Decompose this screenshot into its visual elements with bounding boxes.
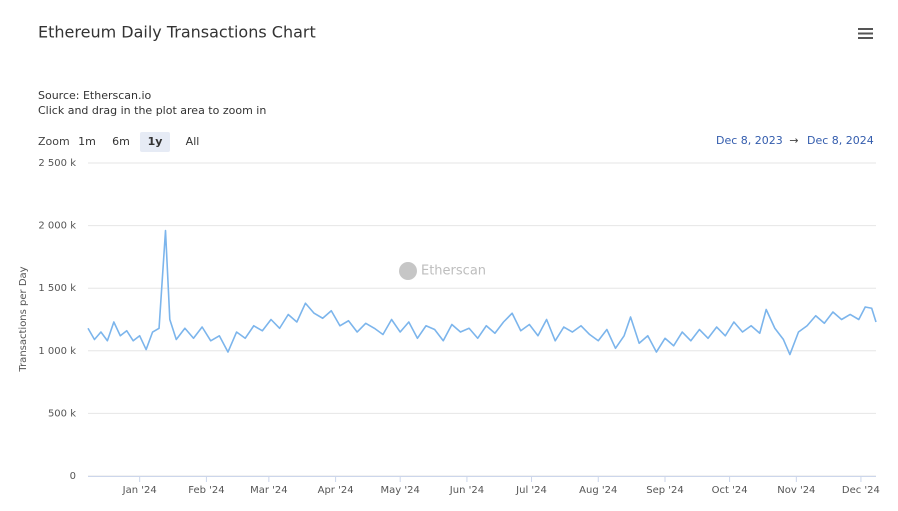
x-tick-label: Jan '24 (122, 485, 157, 496)
x-tick-label: May '24 (381, 485, 420, 496)
x-tick-label: Oct '24 (712, 485, 748, 496)
y-axis-label: Transactions per Day (18, 266, 29, 372)
menu-button[interactable] (858, 28, 873, 39)
zoom-button[interactable]: All (186, 135, 200, 148)
x-tick-label: Aug '24 (579, 485, 617, 496)
x-tick-label: Apr '24 (318, 485, 354, 496)
range-from[interactable]: Dec 8, 2023 (716, 134, 783, 147)
note: Click and drag in the plot area to zoom … (38, 104, 266, 117)
zoom-button[interactable]: 6m (112, 135, 130, 148)
zoom-button-bg (140, 132, 170, 152)
x-tick-label: Jun '24 (449, 485, 484, 496)
watermark: Etherscan (399, 262, 486, 280)
x-tick-label: Sep '24 (646, 485, 684, 496)
chart-title: Ethereum Daily Transactions Chart (38, 23, 316, 42)
y-tick-label: 0 (70, 471, 76, 482)
line (87, 229, 877, 356)
source: Source: Etherscan.io (38, 89, 152, 102)
zoom-button[interactable]: 1m (78, 135, 96, 148)
zoom-button[interactable]: 1y (148, 135, 163, 148)
x-tick-label: Feb '24 (188, 485, 224, 496)
x-tick-label: Jul '24 (515, 485, 547, 496)
watermark-text: Etherscan (421, 264, 486, 279)
y-tick-label: 500 k (48, 408, 76, 419)
y-tick-label: 2 500 k (38, 158, 76, 169)
range-to[interactable]: Dec 8, 2024 (807, 134, 874, 147)
y-tick-label: 2 000 k (38, 221, 76, 232)
x-tick-label: Dec '24 (842, 485, 880, 496)
y-tick-label: 1 000 k (38, 346, 76, 357)
zoom-label: Zoom (38, 135, 70, 148)
x-tick-label: Mar '24 (250, 485, 288, 496)
y-tick-label: 1 500 k (38, 283, 76, 294)
range-arrow: → (789, 134, 798, 147)
x-tick-label: Nov '24 (777, 485, 815, 496)
